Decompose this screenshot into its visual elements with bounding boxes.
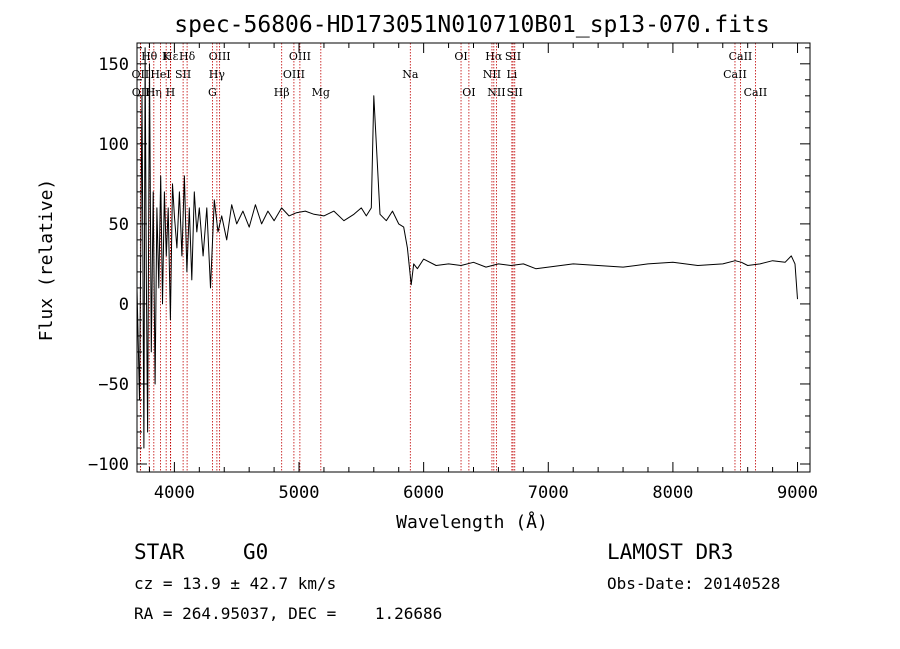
line-marker-label: CaII (729, 50, 753, 63)
line-marker-label: HeI (150, 68, 170, 81)
object-class: STAR (134, 540, 185, 564)
redshift-text: cz = 13.9 ± 42.7 km/s (134, 574, 337, 593)
x-tick-label: 8000 (652, 483, 693, 503)
object-subclass: G0 (243, 540, 269, 564)
x-tick-label: 4000 (154, 483, 195, 503)
line-marker-label: NII (483, 68, 501, 81)
x-tick-label: 7000 (528, 483, 569, 503)
line-marker-label: Hη (146, 86, 162, 99)
obs-date: Obs-Date: 20140528 (607, 574, 781, 593)
line-marker-label: OIII (209, 50, 231, 63)
line-marker-label: Li (506, 68, 517, 81)
line-marker-label: Mg (312, 86, 330, 99)
line-marker-label: OIII (283, 68, 305, 81)
y-tick-label: 100 (98, 135, 129, 155)
x-tick-label: 9000 (777, 483, 818, 503)
line-marker-label: CaII (723, 68, 747, 81)
line-marker-label: OI (462, 86, 475, 99)
x-axis: 4000 5000 6000 7000 8000 9000 (148, 43, 818, 503)
line-marker-label: G (208, 86, 217, 99)
plot-frame (136, 42, 811, 473)
line-marker-label: SII (505, 50, 521, 63)
line-marker-label: Na (402, 68, 419, 81)
y-tick-label: 50 (109, 215, 129, 235)
y-tick-label: −50 (98, 375, 129, 395)
line-marker-label: Hγ (209, 68, 226, 81)
x-tick-label: 6000 (403, 483, 444, 503)
y-axis-label: Flux (relative) (36, 179, 57, 342)
line-marker-label: Hδ (179, 50, 196, 63)
line-marker-label: OI (454, 50, 467, 63)
line-marker-label: CaII (744, 86, 768, 99)
y-tick-label: 0 (119, 295, 129, 315)
line-marker-label: K (162, 50, 171, 63)
line-marker-label: Hα (485, 50, 503, 63)
y-axis: −100 −50 0 50 100 150 (88, 47, 810, 475)
x-tick-label: 5000 (279, 483, 320, 503)
y-tick-label: 150 (98, 55, 129, 75)
line-marker-label: SII (507, 86, 523, 99)
line-marker-label: SII (175, 68, 191, 81)
series-line-spectrum (136, 47, 798, 449)
line-marker-label: NII (487, 86, 505, 99)
survey-name: LAMOST DR3 (607, 540, 734, 564)
y-tick-label: −100 (88, 455, 129, 475)
line-marker-label: Hθ (141, 50, 158, 63)
line-marker-label: OIII (289, 50, 311, 63)
line-marker-label: H (166, 86, 176, 99)
chart-title: spec-56806-HD173051N010710B01_sp13-070.f… (174, 12, 769, 38)
coordinates: RA = 264.95037, DEC = 1.26686 (134, 604, 443, 623)
series-layer (136, 47, 798, 449)
line-marker-label: Hβ (274, 86, 290, 99)
x-axis-label: Wavelength (Å) (396, 511, 548, 533)
